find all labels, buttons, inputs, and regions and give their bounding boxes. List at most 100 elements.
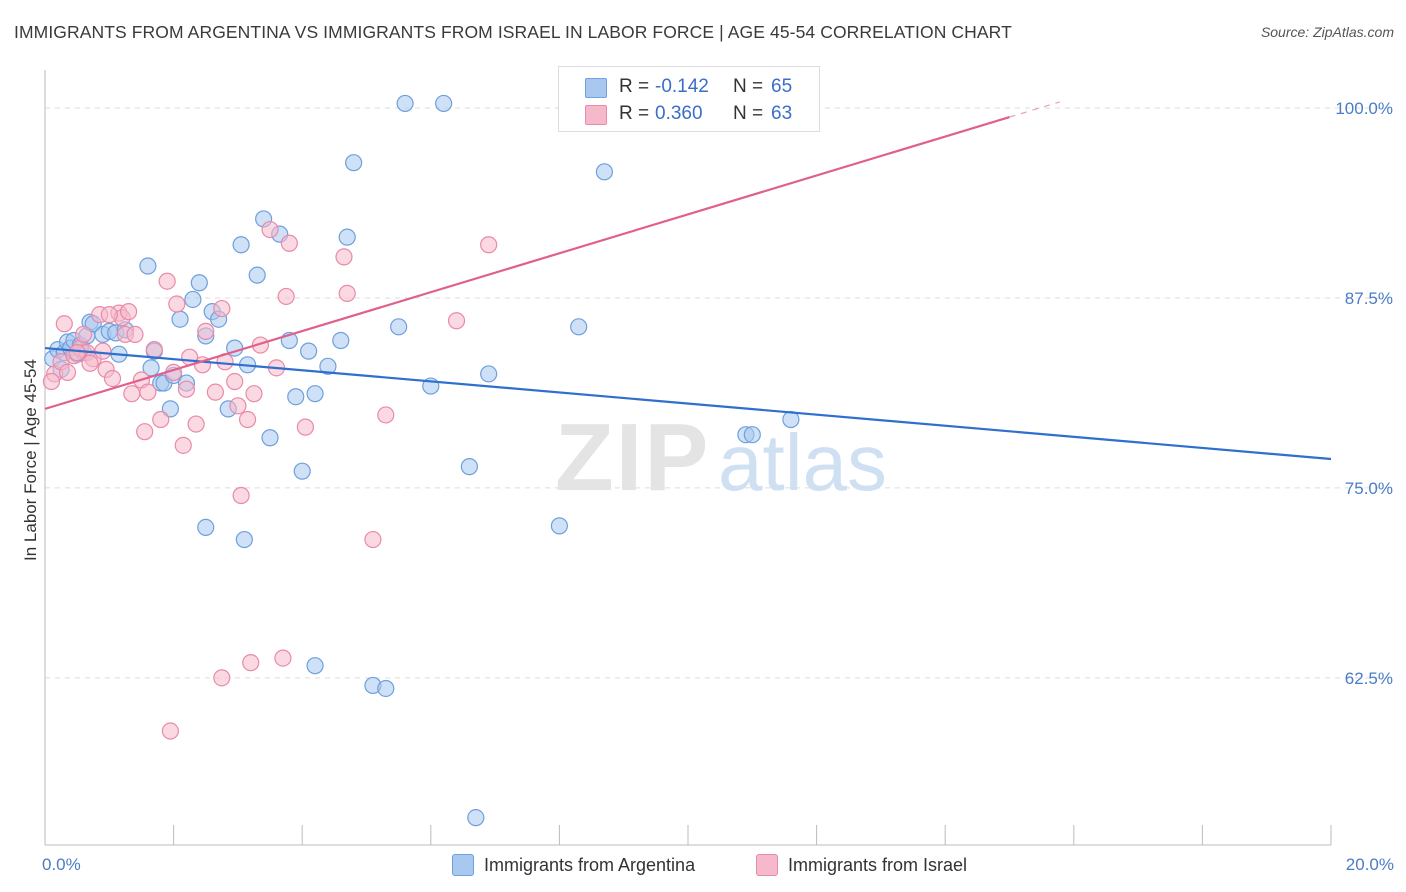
argentina-point xyxy=(171,310,189,328)
argentina-point xyxy=(161,400,179,418)
israel-point xyxy=(145,341,163,359)
argentina-point xyxy=(184,290,202,309)
legend-item-argentina[interactable]: Immigrants from Argentina xyxy=(452,852,695,878)
legend-row-argentina: R = -0.142 N = 65 xyxy=(559,74,819,100)
legend-n-value: 65 xyxy=(771,76,793,97)
israel-trend-line xyxy=(44,116,1010,410)
argentina-point xyxy=(190,274,208,292)
y-tick-label: 75.0% xyxy=(1345,479,1393,498)
israel-point xyxy=(232,486,250,505)
israel-point xyxy=(58,363,77,382)
israel-point xyxy=(168,295,186,313)
legend-n-label: N = xyxy=(733,103,764,124)
israel-point xyxy=(197,322,215,340)
y-axis-label: In Labor Force | Age 45-54 xyxy=(21,359,40,561)
y-tick-label: 100.0% xyxy=(1335,99,1393,118)
israel-point xyxy=(206,383,224,401)
israel-point xyxy=(238,410,257,429)
series-legend: Immigrants from Argentina Immigrants fro… xyxy=(0,852,1406,878)
israel-point xyxy=(68,344,86,362)
israel-point xyxy=(55,315,73,333)
israel-point xyxy=(274,649,292,667)
israel-points xyxy=(42,94,819,740)
israel-point xyxy=(81,354,99,372)
argentina-point xyxy=(345,154,363,172)
argentina-point xyxy=(139,257,157,275)
argentina-point xyxy=(261,429,279,447)
argentina-point xyxy=(460,458,478,476)
israel-point xyxy=(364,530,382,549)
argentina-point xyxy=(595,163,614,181)
israel-point xyxy=(242,654,260,672)
stats-legend: R = -0.142 N = 65 R = 0.360 N = 63 xyxy=(558,66,820,132)
argentina-point xyxy=(435,94,453,113)
israel-point xyxy=(126,325,144,344)
legend-n-value: 63 xyxy=(771,103,793,124)
legend-r-label: R = xyxy=(619,76,650,97)
argentina-point xyxy=(570,318,588,336)
argentina-point xyxy=(248,266,266,284)
argentina-point xyxy=(232,236,250,254)
grid-lines xyxy=(45,107,1392,679)
watermark: ZIP atlas xyxy=(555,404,887,511)
argentina-point xyxy=(743,426,761,444)
legend-swatch-israel xyxy=(585,105,607,125)
legend-label-argentina: Immigrants from Argentina xyxy=(484,854,696,875)
argentina-point xyxy=(332,331,350,350)
israel-point xyxy=(139,383,157,401)
israel-point xyxy=(103,369,122,388)
chart-title: IMMIGRANTS FROM ARGENTINA VS IMMIGRANTS … xyxy=(14,22,1012,42)
legend-swatch-argentina xyxy=(585,78,607,98)
israel-point xyxy=(480,236,498,254)
argentina-point xyxy=(480,365,498,383)
israel-point xyxy=(229,397,247,415)
x-tick-label: 20.0% xyxy=(1346,855,1394,874)
israel-point xyxy=(213,669,231,687)
argentina-point xyxy=(197,518,215,537)
israel-point xyxy=(377,406,395,424)
argentina-point xyxy=(287,388,305,406)
legend-swatch-argentina xyxy=(452,854,474,876)
legend-swatch-israel xyxy=(756,854,778,876)
israel-point xyxy=(213,299,231,318)
argentina-point xyxy=(306,657,324,675)
israel-point xyxy=(123,385,141,403)
trend-lines xyxy=(44,101,1332,461)
tick-labels: 62.5% 75.0% 87.5% 100.0% 0.0% 20.0% xyxy=(42,99,1394,874)
argentina-point xyxy=(306,385,324,403)
argentina-point xyxy=(467,809,485,827)
israel-point xyxy=(261,220,279,239)
argentina-point xyxy=(338,228,356,246)
argentina-point xyxy=(293,462,311,480)
argentina-point xyxy=(235,530,253,549)
israel-point xyxy=(296,418,315,436)
israel-point xyxy=(136,423,154,441)
israel-point xyxy=(42,372,61,391)
israel-point xyxy=(119,303,138,321)
y-tick-label: 62.5% xyxy=(1345,669,1393,688)
argentina-point xyxy=(319,357,337,375)
israel-point xyxy=(187,415,205,433)
israel-point xyxy=(174,436,192,454)
israel-point xyxy=(74,325,93,344)
legend-r-label: R = xyxy=(619,103,650,124)
israel-point xyxy=(158,272,176,290)
israel-point xyxy=(338,284,356,302)
legend-item-israel[interactable]: Immigrants from Israel xyxy=(756,852,967,878)
israel-point xyxy=(245,385,263,403)
argentina-point xyxy=(390,318,408,336)
argentina-point xyxy=(377,679,395,698)
argentina-point xyxy=(396,94,414,113)
argentina-trend-line xyxy=(44,346,1332,461)
argentina-point xyxy=(550,517,569,535)
israel-trend-line-extension xyxy=(1009,101,1060,118)
watermark-zip: ZIP xyxy=(555,404,710,511)
israel-point xyxy=(177,380,196,398)
legend-row-israel: R = 0.360 N = 63 xyxy=(559,101,819,127)
x-tick-label: 0.0% xyxy=(42,855,81,874)
legend-label-israel: Immigrants from Israel xyxy=(788,854,968,875)
israel-point xyxy=(94,342,112,360)
israel-point xyxy=(152,410,170,429)
israel-point xyxy=(447,312,466,330)
